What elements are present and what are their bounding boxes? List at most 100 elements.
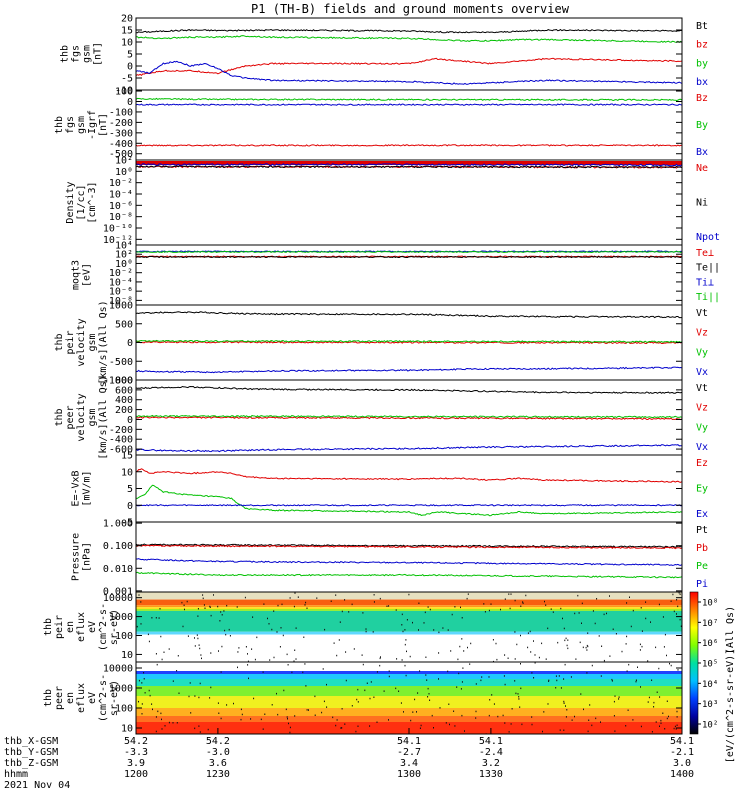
spectrogram-speck	[194, 645, 196, 647]
spectrogram-speck	[366, 682, 368, 684]
spectrogram-speck	[651, 731, 653, 733]
spectrogram-speck	[197, 608, 199, 610]
spectrogram-speck	[463, 650, 465, 652]
series-by	[136, 35, 682, 44]
spectrogram-speck	[550, 608, 552, 610]
spectrogram-speck	[294, 649, 296, 651]
spectrogram-speck	[456, 686, 458, 688]
spectrogram-speck	[182, 625, 184, 628]
spectrogram-speck	[626, 602, 628, 604]
spectrogram-speck	[431, 714, 433, 717]
spectrogram-speck	[541, 642, 543, 645]
spectrogram-speck	[511, 708, 513, 710]
spectrogram-speck	[559, 729, 561, 731]
spectrogram-speck	[414, 698, 416, 701]
y-axis-label-line: moqt3	[71, 260, 82, 290]
y-tick-label: 15	[121, 451, 133, 462]
spectrogram-speck	[163, 651, 165, 653]
y-tick-label: 100	[115, 704, 133, 715]
legend-Vz: Vz	[696, 328, 708, 339]
spectrogram-speck	[438, 678, 439, 680]
y-tick-label: -100	[109, 107, 133, 118]
spectrogram-speck	[591, 664, 593, 667]
panel-frame-1	[135, 17, 683, 91]
y-axis-label-10: thb peer en eflux eV (cm^2-s-sr-eV)	[43, 674, 120, 722]
y-axis-label-line: velocity	[76, 318, 87, 366]
spectrogram-speck	[220, 671, 222, 673]
spectrogram-speck	[596, 598, 598, 600]
y-tick-label: 0	[127, 62, 133, 73]
spectrogram-speck	[508, 731, 510, 733]
spectrogram-speck	[379, 657, 381, 660]
spectrogram-speck	[565, 637, 567, 640]
spectrogram-speck	[650, 621, 651, 623]
spectrogram-speck	[543, 711, 545, 713]
spectrogram-speck	[548, 680, 550, 682]
spectrogram-speck	[403, 711, 404, 713]
spectrogram-speck	[207, 728, 209, 731]
spectrogram-speck	[530, 651, 532, 653]
spectrogram-speck	[475, 717, 477, 719]
spectrogram-speck	[586, 649, 588, 651]
legend-Ez: Ez	[696, 458, 708, 469]
spectrogram-speck	[632, 719, 634, 721]
spectrogram-speck	[547, 703, 549, 705]
y-tick-label: 10⁻¹²	[103, 235, 133, 246]
x-row-value: 3.2	[482, 758, 500, 769]
spectrogram-speck	[425, 656, 427, 658]
y-tick-label: 200	[115, 405, 133, 416]
series-Pi	[136, 558, 682, 566]
spectrogram-speck	[438, 631, 440, 634]
spectrogram-speck	[533, 640, 534, 642]
spectrogram-speck	[306, 607, 308, 609]
spectrogram-speck	[645, 601, 647, 603]
y-axis-label-line: fgs	[65, 116, 76, 134]
spectrogram-speck	[563, 627, 565, 630]
spectrogram-speck	[148, 689, 150, 692]
spectrogram-speck	[577, 594, 579, 597]
spectrogram-speck	[515, 692, 517, 695]
legend-Bt: Bt	[696, 21, 708, 32]
spectrogram-speck	[640, 607, 642, 609]
spectrogram-speck	[495, 642, 497, 645]
spectrogram-band-2	[136, 599, 682, 606]
spectrogram-speck	[161, 728, 163, 730]
spectrogram-speck	[402, 630, 404, 633]
spectrogram-speck	[586, 644, 588, 647]
spectrogram-speck	[640, 725, 642, 728]
legend-Ti||: Ti||	[696, 292, 720, 303]
spectrogram-speck	[659, 725, 660, 727]
spectrogram-speck	[184, 608, 185, 611]
spectrogram-speck	[314, 714, 316, 716]
spectrogram-speck	[563, 702, 565, 704]
spectrogram-speck	[451, 613, 453, 616]
spectrogram-speck	[159, 608, 161, 610]
spectrogram-band-7	[136, 631, 682, 635]
spectrogram-band-8	[136, 716, 682, 722]
spectrogram-speck	[625, 643, 627, 645]
spectrogram-speck	[626, 670, 628, 672]
spectrogram-speck	[330, 600, 332, 602]
spectrogram-speck	[504, 722, 506, 724]
legend-Pe: Pe	[696, 561, 708, 572]
spectrogram-speck	[676, 613, 677, 615]
series-Te||	[136, 255, 682, 259]
spectrogram-speck	[555, 675, 557, 677]
series-group-7	[136, 468, 682, 517]
spectrogram-speck	[454, 606, 456, 608]
y-tick-label: 10⁻⁸	[109, 296, 133, 307]
y-tick-label: -500	[109, 357, 133, 368]
x-row-value: 1400	[670, 769, 694, 780]
spectrogram-speck	[544, 600, 545, 603]
colorbar-tick-label: 10⁸	[702, 599, 718, 609]
y-axis-label-line: gsm	[87, 333, 98, 351]
y-tick-label: -500	[109, 149, 133, 160]
spectrogram-speck	[566, 709, 568, 711]
series-Vt	[136, 311, 682, 319]
spectrogram-9	[136, 592, 682, 662]
spectrogram-speck	[396, 658, 398, 660]
spectrogram-speck	[198, 696, 200, 699]
x-row-value: 54.1	[479, 736, 503, 747]
spectrogram-speck	[510, 593, 512, 595]
